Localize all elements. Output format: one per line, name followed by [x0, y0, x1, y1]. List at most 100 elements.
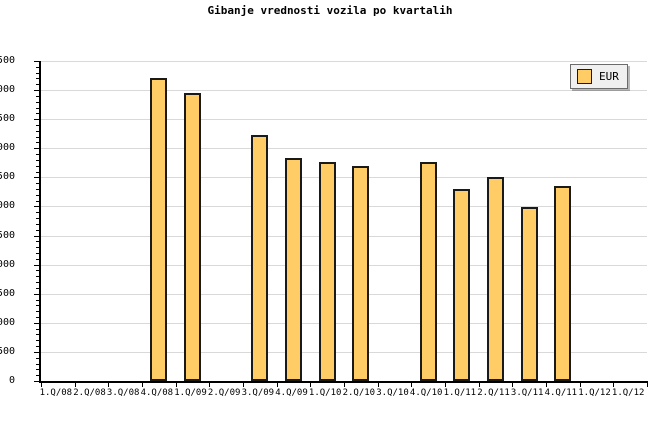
- y-axis-minor-tick: [36, 363, 41, 365]
- y-axis-tick: [34, 90, 41, 92]
- y-axis-minor-tick: [36, 375, 41, 377]
- x-axis-label: 3.Q/09: [241, 388, 275, 398]
- y-axis-minor-tick: [36, 142, 41, 144]
- bar[interactable]: [453, 189, 470, 381]
- bar[interactable]: [554, 185, 571, 381]
- y-axis-minor-tick: [36, 218, 41, 220]
- y-axis-minor-tick: [36, 317, 41, 318]
- y-axis-label: 5000: [0, 84, 15, 96]
- gridline: [41, 322, 647, 324]
- y-axis-minor-tick: [36, 136, 41, 138]
- chart-legend[interactable]: EUR: [570, 64, 628, 89]
- y-axis-minor-tick: [36, 287, 41, 289]
- x-axis-tick: [613, 381, 615, 387]
- y-axis-minor-tick: [36, 200, 41, 202]
- y-axis-minor-tick: [36, 346, 41, 348]
- x-axis-tick: [478, 381, 480, 387]
- bar[interactable]: [319, 161, 336, 381]
- y-axis-minor-tick: [36, 165, 41, 167]
- bar[interactable]: [352, 166, 369, 381]
- y-axis-label: 500: [0, 345, 15, 357]
- gridline: [41, 293, 647, 295]
- y-axis-tick: [34, 293, 41, 295]
- x-axis-tick: [142, 381, 143, 387]
- y-axis-minor-tick: [36, 369, 41, 371]
- y-axis-label: 3500: [0, 171, 15, 183]
- x-axis-label: 4.Q/10: [409, 388, 443, 398]
- y-axis-minor-tick: [36, 311, 41, 313]
- y-axis-minor-tick: [36, 305, 41, 307]
- bar[interactable]: [285, 157, 302, 381]
- y-axis-tick: [34, 351, 41, 353]
- y-axis-minor-tick: [36, 334, 41, 336]
- y-axis-minor-tick: [36, 130, 41, 132]
- y-axis-minor-tick: [36, 270, 41, 272]
- x-axis-label: 2.Q/08: [73, 388, 106, 398]
- bar[interactable]: [420, 161, 437, 381]
- x-axis-label: 2.Q/11: [477, 388, 510, 398]
- x-axis-label: 2.Q/10: [342, 388, 376, 398]
- x-axis-label: 4.Q/09: [275, 388, 308, 398]
- gridline: [41, 264, 647, 266]
- y-axis-minor-tick: [36, 241, 41, 243]
- y-axis-minor-tick: [36, 159, 41, 161]
- y-axis-minor-tick: [36, 328, 41, 330]
- y-axis-minor-tick: [36, 78, 41, 80]
- y-axis-minor-tick: [36, 258, 41, 260]
- y-axis-minor-tick: [36, 66, 41, 68]
- y-axis-tick: [34, 148, 41, 150]
- x-axis-tick: [579, 381, 581, 387]
- x-axis-tick: [445, 381, 446, 387]
- y-axis-label: 1500: [0, 287, 15, 299]
- gridline: [41, 177, 647, 179]
- x-axis-tick: [175, 381, 177, 387]
- y-axis-tick: [34, 322, 41, 324]
- y-axis-tick: [34, 264, 41, 266]
- y-axis-tick: [34, 61, 41, 62]
- y-axis-tick: [34, 206, 41, 208]
- y-axis-label: 1000: [0, 316, 15, 328]
- y-axis-minor-tick: [36, 299, 41, 301]
- x-axis-tick: [41, 381, 42, 387]
- gridline: [41, 148, 647, 150]
- y-axis-tick: [34, 177, 41, 179]
- y-axis-label: 4500: [0, 113, 15, 125]
- x-axis-tick: [108, 381, 110, 387]
- gridline: [41, 235, 647, 237]
- x-axis-tick: [276, 381, 278, 387]
- x-axis-tick: [411, 381, 413, 387]
- bar[interactable]: [487, 177, 504, 381]
- y-axis-minor-tick: [36, 247, 41, 249]
- x-axis-label: 1.Q/11: [443, 388, 477, 398]
- x-axis-label: 2.Q/09: [207, 388, 241, 398]
- gridline: [41, 90, 647, 92]
- y-axis-tick: [34, 119, 41, 121]
- x-axis-tick: [546, 381, 547, 387]
- y-axis-label: 2500: [0, 229, 15, 241]
- y-axis-minor-tick: [36, 113, 41, 115]
- x-axis-tick: [647, 381, 648, 387]
- x-axis-label: 1.Q/10: [308, 388, 342, 398]
- bar[interactable]: [251, 135, 268, 381]
- y-axis-minor-tick: [36, 183, 41, 185]
- gridline: [41, 61, 647, 62]
- x-axis-label: 1.Q/12: [611, 388, 645, 398]
- y-axis-minor-tick: [36, 194, 41, 196]
- bar[interactable]: [521, 207, 538, 381]
- bar[interactable]: [150, 78, 167, 381]
- y-axis-minor-tick: [36, 276, 41, 278]
- y-axis-minor-tick: [36, 223, 41, 225]
- y-axis-tick: [34, 235, 41, 237]
- gridline: [41, 206, 647, 208]
- y-axis-minor-tick: [36, 171, 41, 173]
- bar[interactable]: [184, 93, 201, 381]
- y-axis-label: 5500: [0, 55, 15, 66]
- plot-area: [34, 61, 648, 387]
- gridline: [41, 351, 647, 353]
- x-axis-tick: [74, 381, 76, 387]
- y-axis-minor-tick: [36, 107, 41, 109]
- y-axis-minor-tick: [36, 253, 41, 254]
- y-axis-minor-tick: [36, 101, 41, 103]
- x-axis-label: 3.Q/10: [376, 388, 409, 398]
